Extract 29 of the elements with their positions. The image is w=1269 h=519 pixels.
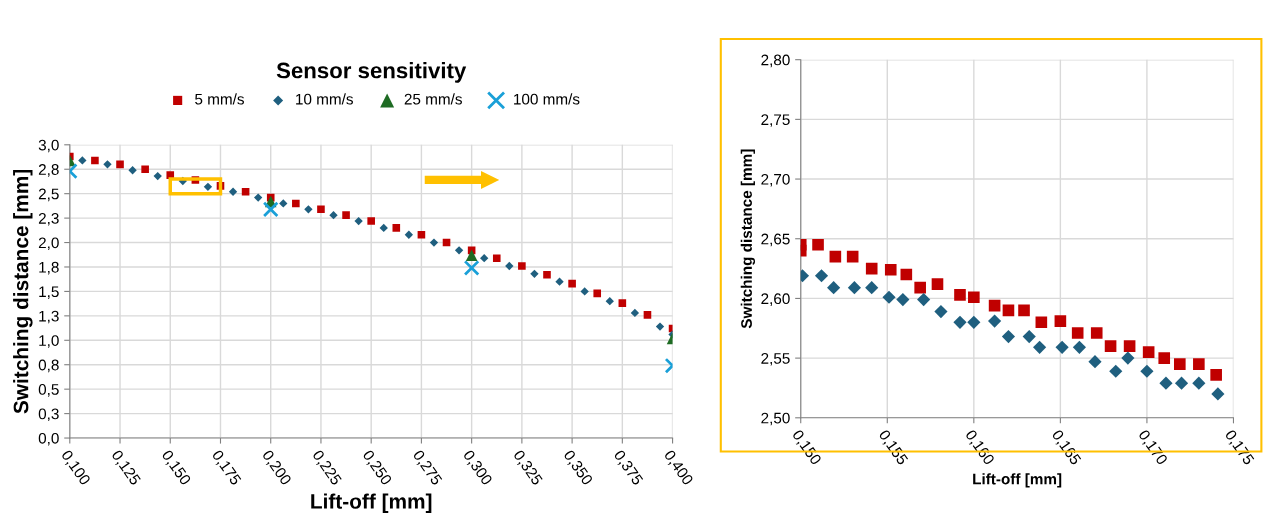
x-axis-title: Lift-off [mm] [311,493,432,513]
y-axis-title: Switching distance [mm] [13,169,33,414]
y-tick-label: 2,60 [761,293,790,306]
y-tick-label: 2,75 [761,114,790,127]
legend-label: 100 mm/s [514,93,580,105]
legend-label: 5 mm/s [195,93,244,105]
legend-label: 25 mm/s [404,93,462,105]
y-tick-label: 2,3 [38,212,59,226]
y-tick-label: 2,65 [761,233,790,247]
y-tick-label: 0,5 [38,384,59,397]
y-tick-label: 2,80 [761,54,790,68]
y-tick-label: 2,8 [38,164,59,177]
y-tick-label: 1,3 [39,310,59,324]
y-tick-label: 1,8 [39,261,59,275]
y-tick-label: 0,8 [38,359,59,373]
y-tick-label: 3,0 [38,139,59,153]
x-axis-title: Lift-off [mm] [973,473,1062,488]
y-axis-title: Switching distance [mm] [740,149,756,329]
legend-label: 10 mm/s [296,93,353,105]
y-tick-label: 0,3 [38,408,59,422]
y-tick-label: 1,0 [39,335,59,348]
y-tick-label: 2,50 [761,412,790,426]
chart-title: Sensor sensitivity [276,62,467,83]
y-tick-label: 2,0 [38,237,59,251]
y-tick-label: 0,0 [38,432,59,446]
y-tick-label: 2,70 [761,173,790,187]
y-tick-label: 1,5 [39,286,59,299]
y-tick-label: 2,5 [38,188,59,202]
y-tick-label: 2,55 [761,352,790,366]
